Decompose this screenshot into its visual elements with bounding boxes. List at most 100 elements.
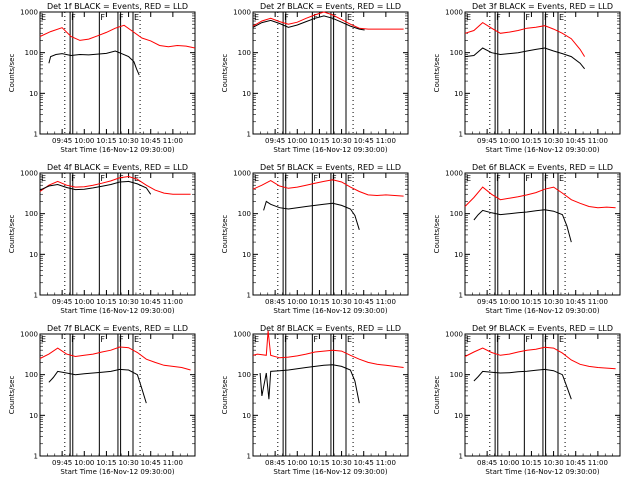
y-tick-label: 10 (242, 90, 251, 98)
event-marker-label: F (100, 174, 105, 183)
series-events-line (464, 47, 585, 70)
x-tick-label: 11:00 (588, 298, 608, 306)
x-axis-label: Start Time (16-Nov-12 09:30:00) (485, 468, 599, 476)
event-marker-label: E (254, 13, 259, 22)
event-marker-label: E (347, 13, 352, 22)
x-tick-label: 10:30 (331, 298, 351, 306)
event-marker-label: F (119, 335, 124, 344)
x-tick-label: 10:30 (331, 459, 351, 467)
y-tick-label: 1 (247, 453, 251, 461)
x-tick-label: 10:30 (543, 298, 563, 306)
x-tick-label: 10:00 (499, 459, 519, 467)
y-axis-label: Counts/sec (221, 54, 229, 93)
y-tick-label: 1000 (20, 170, 38, 178)
x-tick-label: 11:00 (376, 298, 396, 306)
panel-det-1: Det 1f BLACK = Events, RED = LLD 1 10 100 10… (8, 2, 196, 154)
x-axis-label: Start Time (16-Nov-12 09:30:00) (485, 307, 599, 315)
x-axis-label: Start Time (16-Nov-12 09:30:00) (273, 468, 387, 476)
y-axis-label: Counts/sec (8, 54, 16, 93)
x-tick-label: 10:45 (566, 137, 586, 145)
x-tick-label: 10:00 (499, 298, 519, 306)
x-axis-label: Start Time (16-Nov-12 09:30:00) (273, 307, 387, 315)
event-marker-label: F (71, 174, 76, 183)
event-marker-label: E (41, 174, 46, 183)
y-tick-label: 10 (454, 90, 463, 98)
y-tick-label: 1 (34, 131, 38, 139)
x-tick-label: 10:15 (521, 137, 541, 145)
series-lld-line (464, 21, 586, 57)
event-marker-label: E (559, 335, 564, 344)
x-axis-label: Start Time (16-Nov-12 09:30:00) (273, 146, 387, 154)
event-marker-label: F (332, 335, 337, 344)
event-marker-label: F (332, 174, 337, 183)
series-lld-line (39, 175, 191, 195)
event-marker-label: F (313, 13, 318, 22)
event-marker-label: E (347, 335, 352, 344)
chart-title: Det 9f BLACK = Events, RED = LLD (472, 324, 613, 333)
chart-title: Det 1f BLACK = Events, RED = LLD (47, 2, 188, 11)
series-lld-line (252, 330, 404, 368)
y-tick-label: 1 (459, 453, 463, 461)
x-tick-label: 10:45 (141, 298, 161, 306)
x-tick-label: 10:00 (287, 459, 307, 467)
event-marker-label: F (284, 174, 289, 183)
event-marker-label: E (254, 174, 259, 183)
x-tick-label: 10:15 (96, 298, 116, 306)
x-tick-label: 10:00 (499, 137, 519, 145)
series-events-line (39, 180, 152, 195)
series-lld-line (252, 179, 404, 197)
y-tick-label: 100 (238, 210, 251, 218)
series-events-line (263, 200, 360, 230)
y-tick-label: 10 (29, 251, 38, 259)
event-marker-label: F (119, 174, 124, 183)
x-tick-label: 10:00 (74, 298, 94, 306)
x-tick-label: 09:45 (265, 137, 285, 145)
y-tick-label: 10 (29, 412, 38, 420)
event-marker-label: F (525, 174, 530, 183)
event-marker-label: F (100, 13, 105, 22)
x-tick-label: 11:00 (588, 459, 608, 467)
panel-det-5: Det 5f BLACK = Events, RED = LLD 1 10 100 10… (221, 163, 409, 315)
panel-det-8: Det 8f BLACK = Events, RED = LLD 1 10 100 10… (221, 324, 409, 476)
event-marker-label: E (466, 174, 471, 183)
y-tick-label: 100 (450, 210, 463, 218)
chart-title: Det 2f BLACK = Events, RED = LLD (260, 2, 401, 11)
panel-det-3: Det 3f BLACK = Events, RED = LLD 1 10 100 10… (433, 2, 621, 154)
event-marker-label: E (559, 13, 564, 22)
x-axis-label: Start Time (16-Nov-12 09:30:00) (485, 146, 599, 154)
x-tick-label: 10:15 (96, 459, 116, 467)
chart-title: Det 6f BLACK = Events, RED = LLD (472, 163, 613, 172)
series-events-line (259, 364, 360, 404)
x-tick-label: 08:45 (477, 459, 497, 467)
x-tick-label: 11:00 (163, 298, 183, 306)
x-tick-label: 09:45 (477, 137, 497, 145)
series-lld-line (464, 346, 616, 370)
x-tick-label: 10:00 (287, 298, 307, 306)
x-tick-label: 09:45 (52, 298, 72, 306)
chart-title: Det 3f BLACK = Events, RED = LLD (472, 2, 613, 11)
chart-title: Det 7f BLACK = Events, RED = LLD (47, 324, 188, 333)
x-tick-label: 10:30 (543, 137, 563, 145)
series-lld-line (252, 11, 404, 30)
x-tick-label: 10:00 (74, 137, 94, 145)
y-tick-label: 100 (450, 371, 463, 379)
event-marker-label: E (254, 335, 259, 344)
event-marker-label: E (466, 13, 471, 22)
series-events-line (252, 15, 365, 31)
y-tick-label: 1000 (20, 9, 38, 17)
y-tick-label: 1000 (233, 331, 251, 339)
x-tick-label: 10:30 (543, 459, 563, 467)
event-marker-label: F (525, 13, 530, 22)
y-axis-label: Counts/sec (221, 376, 229, 415)
series-lld-line (39, 346, 191, 371)
event-marker-label: E (41, 13, 46, 22)
event-marker-label: F (284, 13, 289, 22)
y-tick-label: 10 (454, 412, 463, 420)
chart-title: Det 4f BLACK = Events, RED = LLD (47, 163, 188, 172)
x-tick-label: 09:45 (477, 298, 497, 306)
event-marker-label: E (559, 174, 564, 183)
event-marker-label: F (544, 174, 549, 183)
x-tick-label: 10:00 (74, 459, 94, 467)
y-axis-label: Counts/sec (8, 215, 16, 254)
x-tick-label: 09:45 (52, 459, 72, 467)
